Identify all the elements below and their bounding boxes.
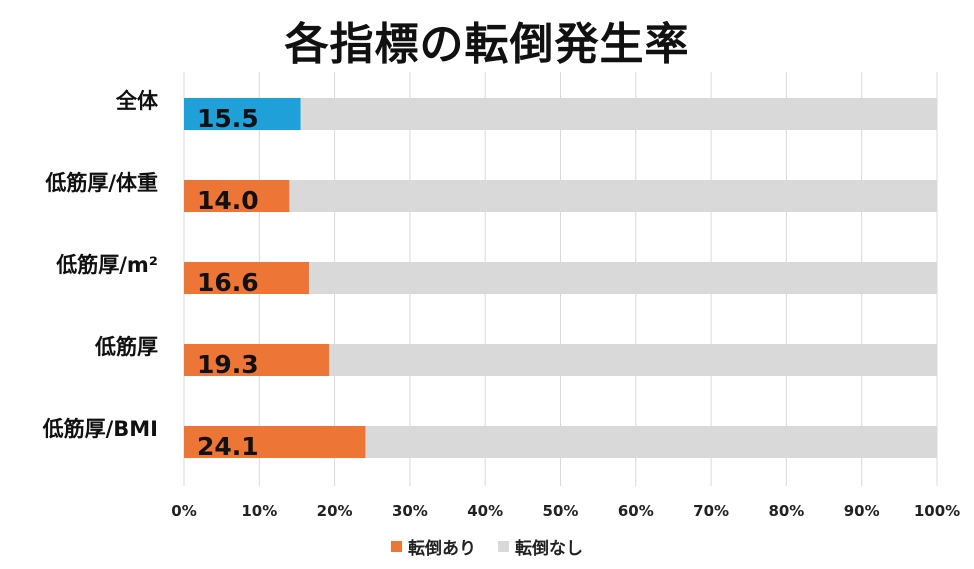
bar-fall bbox=[184, 262, 309, 294]
legend-item-fall: 転倒あり bbox=[391, 534, 476, 559]
legend-item-no-fall: 転倒なし bbox=[498, 534, 583, 559]
x-tick-label: 0% bbox=[171, 502, 196, 520]
x-axis-tick-labels: 0% 10% 20% 30% 40% 50% 60% 70% 80% 90% 100% bbox=[171, 502, 960, 520]
x-tick-label: 30% bbox=[392, 502, 428, 520]
legend-swatch-no-fall bbox=[498, 541, 509, 552]
value-label: 24.1 bbox=[197, 432, 259, 461]
bar-no-fall bbox=[329, 344, 938, 376]
bar-fall bbox=[184, 98, 301, 130]
x-tick-label: 40% bbox=[467, 502, 503, 520]
category-label: 低筋厚/m² bbox=[55, 253, 158, 277]
x-tick-label: 50% bbox=[543, 502, 579, 520]
bar-no-fall bbox=[308, 262, 937, 294]
chart-title: 各指標の転倒発生率 bbox=[284, 19, 690, 70]
category-label: 低筋厚 bbox=[94, 335, 158, 359]
x-tick-label: 100% bbox=[914, 502, 960, 520]
bar-no-fall bbox=[300, 98, 938, 130]
category-label: 低筋厚/BMI bbox=[42, 417, 158, 441]
bar-no-fall bbox=[365, 426, 937, 458]
x-tick-label: 70% bbox=[693, 502, 729, 520]
x-tick-label: 90% bbox=[844, 502, 880, 520]
bar-fall bbox=[184, 180, 290, 212]
value-label: 19.3 bbox=[197, 350, 259, 379]
bar-no-fall bbox=[289, 180, 937, 212]
value-label: 16.6 bbox=[197, 268, 259, 297]
value-label: 15.5 bbox=[197, 104, 259, 133]
x-tick-label: 10% bbox=[241, 502, 277, 520]
x-tick-label: 80% bbox=[768, 502, 804, 520]
legend-swatch-fall bbox=[391, 541, 402, 552]
category-label: 全体 bbox=[115, 89, 159, 113]
legend-label-fall: 転倒あり bbox=[408, 539, 476, 559]
value-label: 14.0 bbox=[197, 186, 259, 215]
value-labels: 15.5 14.0 16.6 19.3 24.1 bbox=[197, 104, 259, 461]
bar-fall bbox=[184, 344, 330, 376]
x-tick-label: 20% bbox=[317, 502, 353, 520]
legend: 転倒あり 転倒なし bbox=[0, 534, 974, 559]
bar-group bbox=[184, 98, 938, 458]
legend-label-no-fall: 転倒なし bbox=[515, 539, 583, 559]
bar-fall bbox=[184, 426, 366, 458]
x-tick-label: 60% bbox=[618, 502, 654, 520]
category-label: 低筋厚/体重 bbox=[44, 171, 158, 195]
